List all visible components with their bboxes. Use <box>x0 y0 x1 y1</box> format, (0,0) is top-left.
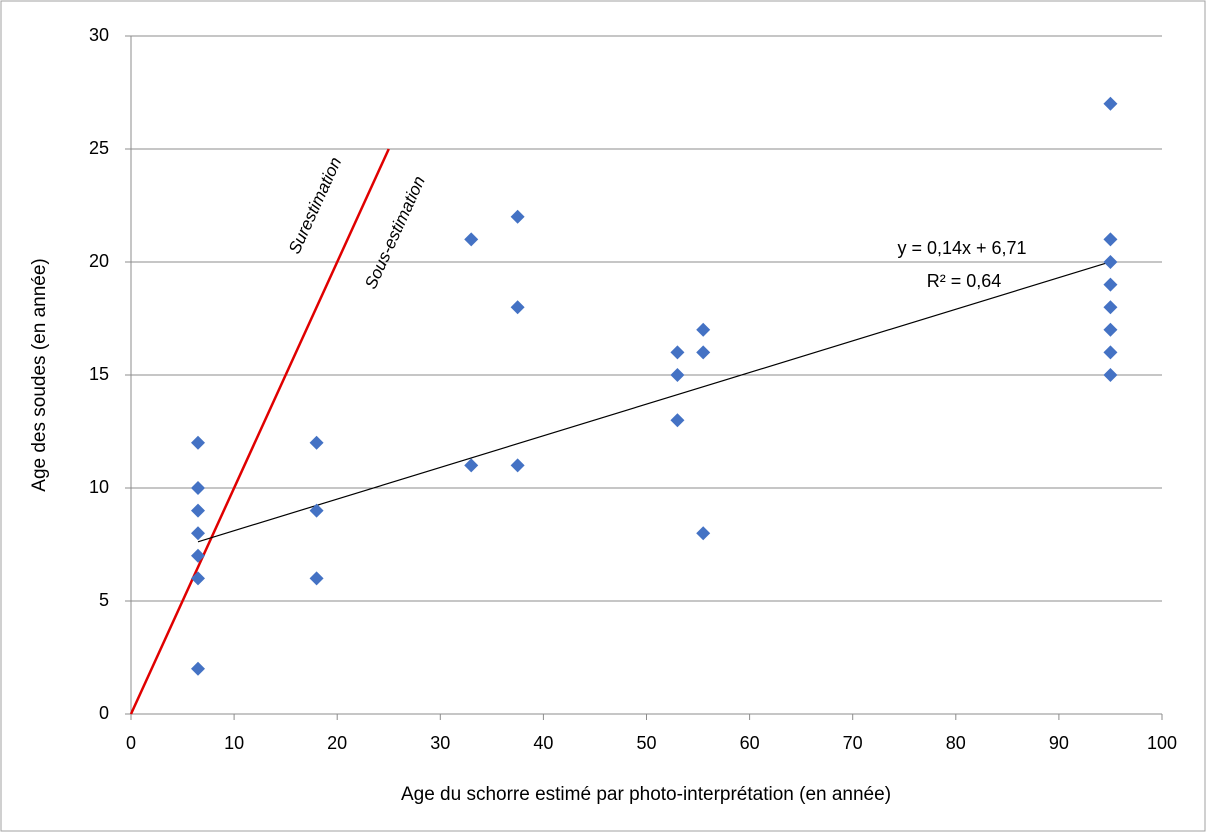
x-tick-label: 40 <box>533 733 553 753</box>
x-tick-label: 20 <box>327 733 347 753</box>
point <box>1103 368 1118 382</box>
x-tick-label: 30 <box>430 733 450 753</box>
x-tick-label: 70 <box>843 733 863 753</box>
y-tick-label: 25 <box>89 138 109 158</box>
point <box>309 571 324 586</box>
trend-r2: R² = 0,64 <box>927 271 1002 291</box>
y-tick-label: 15 <box>89 364 109 384</box>
point <box>696 345 711 360</box>
point <box>696 526 711 541</box>
x-tick-label: 0 <box>126 733 136 753</box>
point <box>1103 232 1118 247</box>
point <box>191 435 206 450</box>
point <box>464 458 479 473</box>
point <box>510 300 525 315</box>
point <box>670 413 685 428</box>
y-tick-label: 5 <box>99 590 109 610</box>
point <box>464 232 479 247</box>
point <box>191 526 206 541</box>
point <box>309 503 324 518</box>
trend-equation: y = 0,14x + 6,71 <box>897 238 1026 258</box>
x-tick-label: 90 <box>1049 733 1069 753</box>
y-tick-label: 20 <box>89 251 109 271</box>
point <box>191 661 206 676</box>
point <box>1103 345 1118 360</box>
trendline <box>197 261 1111 543</box>
point <box>191 503 206 518</box>
point <box>696 322 711 337</box>
point <box>309 435 324 450</box>
point <box>1103 255 1118 269</box>
x-tick-label: 100 <box>1147 733 1177 753</box>
x-tick-label: 10 <box>224 733 244 753</box>
x-tick-label: 80 <box>946 733 966 753</box>
point <box>1103 277 1118 292</box>
point <box>191 548 206 563</box>
y-axis-label: Age des soudes (en année) <box>29 258 50 491</box>
point <box>1103 300 1118 315</box>
point <box>1103 322 1118 337</box>
reference-line <box>129 148 390 715</box>
y-tick-label: 0 <box>99 703 109 723</box>
point <box>510 458 525 473</box>
y-tick-label: 10 <box>89 477 109 497</box>
x-axis-label: Age du schorre estimé par photo-interpré… <box>401 784 891 805</box>
point <box>191 481 206 495</box>
point <box>670 368 685 382</box>
point <box>1103 96 1118 111</box>
y-tick-label: 30 <box>89 25 109 45</box>
x-tick-label: 60 <box>740 733 760 753</box>
point <box>670 345 685 360</box>
point <box>191 571 206 586</box>
point <box>510 209 525 224</box>
x-tick-label: 50 <box>636 733 656 753</box>
